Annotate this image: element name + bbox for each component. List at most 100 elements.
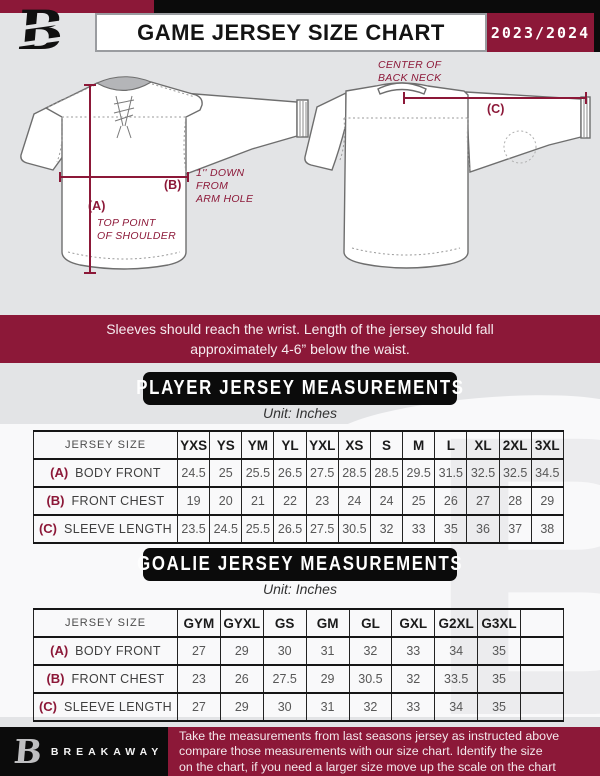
measurement-cell: 36 — [466, 514, 500, 544]
row-label-prefix: (B) — [46, 493, 65, 508]
measurement-cell: 35 — [477, 692, 521, 722]
measurement-cell: 25.5 — [241, 514, 275, 544]
measurement-cell: 21 — [241, 486, 275, 516]
measurement-cell: 24.5 — [176, 458, 211, 488]
measurement-cell: 33 — [402, 514, 436, 544]
row-label-name: BODY FRONT — [75, 644, 161, 658]
note-top-point-line1: TOP POINT — [97, 217, 157, 229]
size-column-header: XS — [337, 430, 371, 460]
season-badge: 2023/2024 — [487, 13, 594, 52]
measurement-cell: 31.5 — [434, 458, 468, 488]
measurement-cell: 24.5 — [209, 514, 243, 544]
player-size-table: JERSEY SIZE YXS YS YM YL YXL XS S M L XL 2XL 3XL (A) B… — [33, 430, 564, 544]
measurement-cell: 27 — [466, 486, 500, 516]
header-maroon-strip — [0, 0, 154, 13]
front-collar-inner — [95, 76, 153, 91]
size-column-header: GYXL — [219, 608, 264, 638]
player-measurements-heading: PLAYER JERSEY MEASUREMENTS — [136, 372, 463, 405]
measurement-cell — [520, 692, 564, 722]
size-column-header: YM — [241, 430, 275, 460]
size-column-header: G2XL — [434, 608, 479, 638]
front-right-cuff — [296, 99, 309, 138]
measurement-cell: 27.5 — [305, 458, 339, 488]
measurement-cell: 35 — [434, 514, 468, 544]
table-corner-header: JERSEY SIZE — [33, 430, 178, 460]
breakaway-wordmark: BREAKAWAY — [50, 745, 164, 758]
measurement-cell: 38 — [530, 514, 564, 544]
row-label-prefix: (A) — [50, 643, 69, 658]
measurement-cell: 23 — [177, 664, 221, 694]
measurement-cell: 30 — [262, 636, 307, 666]
header-black-strip — [154, 0, 600, 13]
measurement-cell: 23.5 — [176, 514, 211, 544]
fit-note-line1: Sleeves should reach the wrist. Length o… — [106, 321, 494, 337]
measurement-cell: 20 — [209, 486, 243, 516]
size-column-header: G3XL — [477, 608, 521, 638]
note-armhole-line3: ARM HOLE — [195, 193, 254, 205]
measurement-cell: 34 — [434, 692, 479, 722]
size-column-header: GM — [305, 608, 350, 638]
size-column-header: 2XL — [498, 430, 532, 460]
row-label-prefix: (B) — [46, 671, 65, 686]
diagram-label-a: (A) — [88, 199, 105, 213]
row-label: (C) SLEEVE LENGTH — [33, 692, 178, 722]
measurement-cell: 28.5 — [337, 458, 371, 488]
measurement-cell: 32.5 — [466, 458, 500, 488]
note-back-neck-line1: CENTER OF — [378, 59, 442, 71]
measurement-cell: 29 — [530, 486, 564, 516]
size-column-header: YL — [273, 430, 307, 460]
back-jersey-drawing — [304, 82, 591, 269]
measurement-cell: 33 — [391, 692, 436, 722]
row-label-name: SLEEVE LENGTH — [64, 522, 173, 536]
measurement-cell: 35 — [477, 636, 521, 666]
measurement-cell: 34 — [434, 636, 479, 666]
jersey-diagrams: (A) TOP POINT OF SHOULDER (B) 1'' DOWN F… — [20, 59, 591, 274]
back-left-sleeve — [304, 91, 347, 171]
page-title-box: GAME JERSEY SIZE CHART — [95, 13, 487, 52]
footer-instructions: Take the measurements from last seasons … — [168, 727, 600, 776]
size-column-header: S — [369, 430, 404, 460]
note-armhole-line2: FROM — [196, 180, 228, 192]
measurement-cell: 29 — [219, 636, 264, 666]
row-label: (C) SLEEVE LENGTH — [33, 514, 178, 544]
season-text: 2023/2024 — [490, 23, 591, 42]
size-column-header: M — [402, 430, 436, 460]
measurement-cell: 30.5 — [337, 514, 371, 544]
measurement-cell: 23 — [305, 486, 339, 516]
goalie-unit-label: Unit: Inches — [263, 581, 337, 597]
measurement-cell: 27 — [177, 636, 221, 666]
measurement-cell: 28.5 — [369, 458, 404, 488]
row-label-prefix: (A) — [50, 465, 69, 480]
diagram-label-c: (C) — [487, 102, 504, 116]
measurement-cell: 34.5 — [530, 458, 564, 488]
measurement-cell: 27.5 — [262, 664, 307, 694]
diagram-label-b: (B) — [164, 178, 181, 192]
table-corner-header: JERSEY SIZE — [33, 608, 178, 638]
measurement-cell: 26.5 — [273, 458, 307, 488]
goalie-measurements-heading: GOALIE JERSEY MEASUREMENTS — [137, 548, 461, 581]
row-label-name: BODY FRONT — [75, 466, 161, 480]
measurement-cell: 29 — [219, 692, 264, 722]
size-column-header: GL — [348, 608, 393, 638]
measurement-cell: 25 — [209, 458, 243, 488]
measurement-cell: 32 — [391, 664, 436, 694]
measurement-cell: 31 — [305, 692, 350, 722]
measurement-cell: 30.5 — [348, 664, 393, 694]
measurement-cell: 32 — [348, 636, 393, 666]
measurement-cell: 32.5 — [498, 458, 532, 488]
note-back-neck-line2: BACK NECK — [378, 72, 442, 84]
measurement-cell: 24 — [369, 486, 404, 516]
size-column-header: GXL — [391, 608, 436, 638]
size-column-header: XL — [466, 430, 500, 460]
footer-note-line3: on the chart, if you need a larger size … — [179, 759, 556, 774]
measurement-cell: 27 — [177, 692, 221, 722]
footer-brand-panel: B BREAKAWAY — [0, 727, 168, 776]
measurement-cell: 26 — [434, 486, 468, 516]
measurement-cell: 37 — [498, 514, 532, 544]
measurement-cell: 29.5 — [402, 458, 436, 488]
footer-note-line1: Take the measurements from last seasons … — [179, 729, 560, 743]
measurement-cell: 33.5 — [434, 664, 479, 694]
measurement-cell: 26 — [219, 664, 264, 694]
measurement-cell: 29 — [305, 664, 350, 694]
